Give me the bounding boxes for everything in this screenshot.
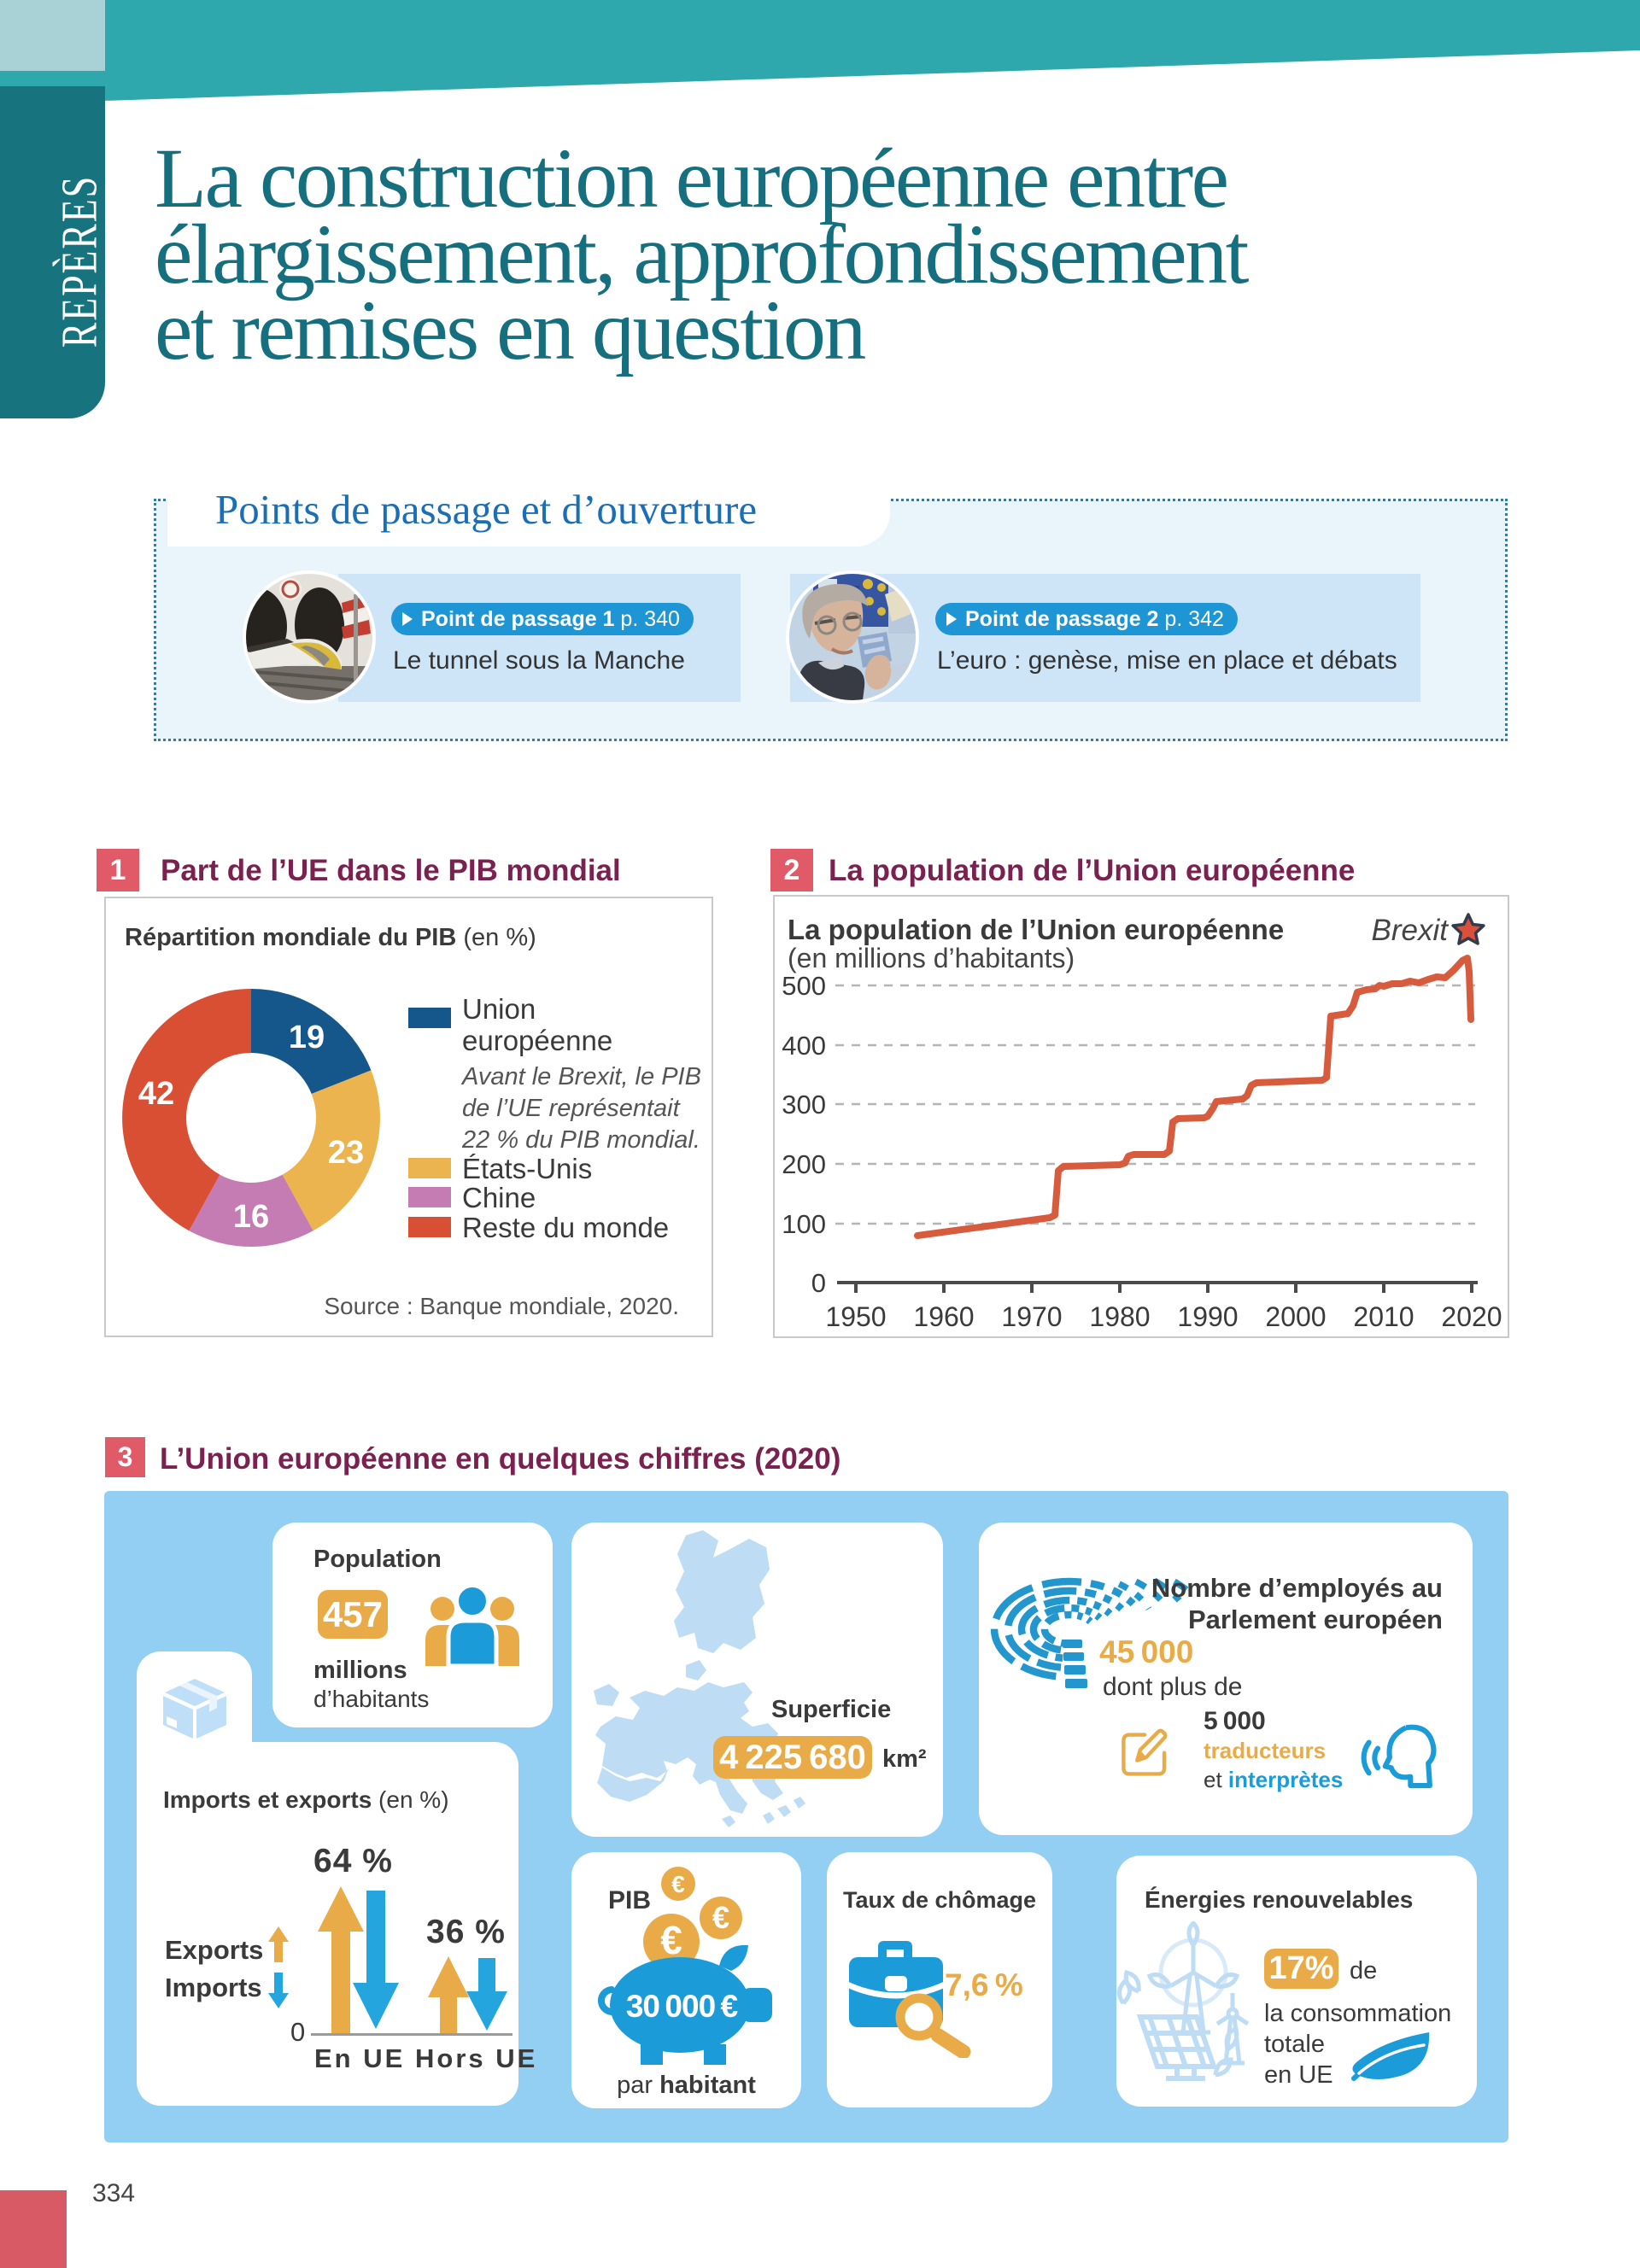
- svg-text:500: 500: [782, 971, 826, 1001]
- svg-text:23: 23: [328, 1135, 364, 1171]
- svg-text:2020: 2020: [1441, 1301, 1502, 1332]
- svg-text:1970: 1970: [1001, 1301, 1062, 1332]
- svg-text:1990: 1990: [1177, 1301, 1238, 1332]
- svg-text:30 000 €: 30 000 €: [626, 1989, 738, 2024]
- svg-text:2010: 2010: [1353, 1301, 1414, 1332]
- svg-text:300: 300: [782, 1090, 826, 1119]
- svg-text:16: 16: [233, 1199, 269, 1235]
- svg-text:1960: 1960: [913, 1301, 974, 1332]
- svg-text:1950: 1950: [825, 1301, 886, 1332]
- svg-text:200: 200: [782, 1149, 826, 1179]
- svg-text:400: 400: [782, 1031, 826, 1061]
- svg-text:0: 0: [811, 1268, 826, 1298]
- svg-text:1980: 1980: [1089, 1301, 1150, 1332]
- svg-text:€: €: [712, 1900, 729, 1935]
- svg-text:42: 42: [138, 1076, 174, 1112]
- svg-text:€: €: [671, 1871, 685, 1897]
- svg-text:2000: 2000: [1265, 1301, 1326, 1332]
- svg-text:€: €: [660, 1918, 682, 1962]
- svg-text:19: 19: [289, 1020, 325, 1055]
- svg-text:100: 100: [782, 1209, 826, 1239]
